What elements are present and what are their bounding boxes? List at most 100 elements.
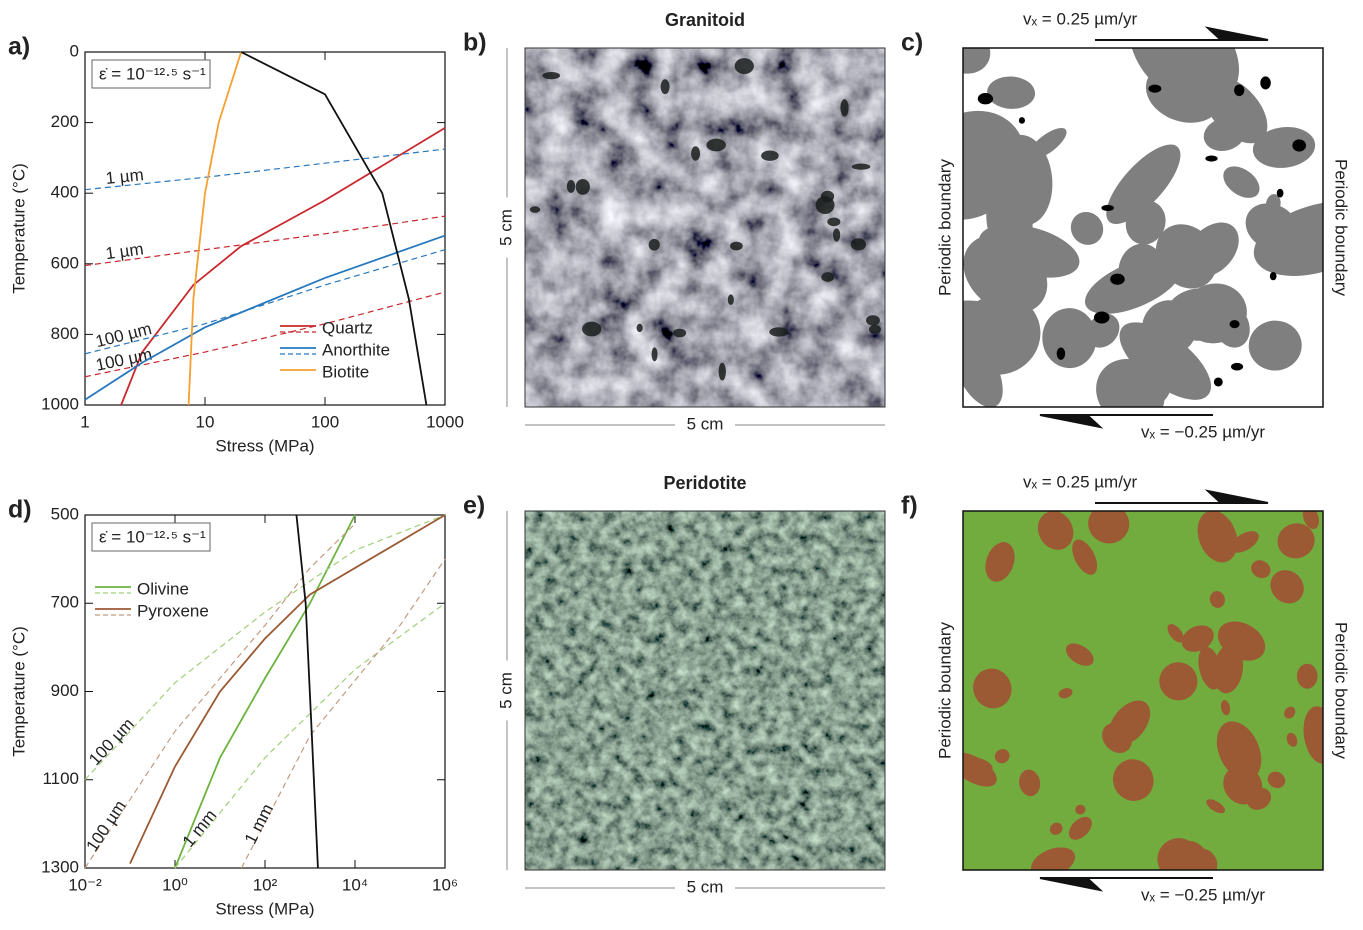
velocity-label: vₓ = −0.25 µm/yr	[1141, 422, 1265, 441]
annotation: ε̇ = 10⁻¹²·⁵ s⁻¹	[99, 64, 206, 83]
mineral-grain	[649, 239, 660, 251]
phase-blob	[978, 93, 993, 104]
panel-letter: a)	[8, 33, 30, 61]
phase-blob	[1057, 347, 1065, 359]
x-tick-label: 10⁻²	[68, 875, 102, 894]
legend-label: Quartz	[322, 318, 373, 337]
phase-blob	[1277, 189, 1284, 198]
legend-label: Biotite	[322, 362, 369, 381]
y-tick-label: 600	[51, 253, 79, 272]
y-tick-label: 500	[51, 504, 79, 523]
model-domain	[963, 511, 1323, 870]
x-tick-label: 10⁴	[342, 875, 368, 894]
panel: e) Peridotite 5 cm 5 cm	[463, 473, 885, 898]
series-line	[130, 515, 445, 864]
y-tick-label: 1000	[41, 394, 79, 413]
phase-blob	[1260, 76, 1271, 89]
scale-label: 5 cm	[687, 414, 724, 433]
scale-label: 5 cm	[687, 877, 724, 896]
velocity-label: vₓ = 0.25 µm/yr	[1023, 472, 1137, 491]
boundary-label: Periodic boundary	[935, 621, 954, 759]
curve-label: 1 µm	[105, 165, 145, 188]
mineral-grain	[706, 139, 725, 152]
curve-label: 100 µm	[85, 714, 138, 769]
mineral-grain	[691, 146, 700, 161]
mineral-grain	[637, 324, 643, 332]
boundary-label: Periodic boundary	[1332, 622, 1351, 760]
mineral-grain	[576, 179, 590, 195]
mineral-grain	[816, 196, 835, 214]
series-line	[241, 559, 445, 868]
mineral-grain	[728, 294, 734, 305]
curve-label: 1 mm	[179, 806, 221, 851]
phase-blob	[1230, 320, 1240, 328]
x-axis-label: Stress (MPa)	[215, 436, 314, 455]
rock-photo	[525, 48, 885, 407]
y-tick-label: 1100	[42, 769, 79, 788]
phase-blob	[1234, 84, 1244, 96]
scale-label: 5 cm	[496, 209, 515, 246]
panel: c)vₓ = 0.25 µm/yrvₓ = −0.25 µm/yrPeriodi…	[891, 0, 1363, 441]
curve-label: 1 mm	[241, 801, 277, 847]
y-tick-label: 0	[70, 41, 79, 60]
series-line	[189, 52, 242, 405]
y-tick-label: 900	[51, 681, 79, 700]
mineral-grain	[827, 217, 840, 226]
mineral-grain	[833, 228, 840, 241]
series-line	[85, 236, 445, 400]
mineral-grain	[582, 322, 601, 337]
mineral-grain	[840, 99, 848, 117]
mineral-grain	[866, 315, 880, 325]
y-tick-label: 700	[51, 593, 79, 612]
y-tick-label: 1300	[41, 857, 79, 876]
mineral-grain	[852, 164, 871, 170]
y-tick-label: 400	[51, 183, 79, 202]
panel: b) Granitoid 5 cm 5 cm	[463, 10, 885, 435]
mineral-grain	[530, 206, 540, 213]
series-line	[121, 128, 445, 405]
figure: a)110100100002004006008001000Stress (MPa…	[0, 0, 1363, 925]
rock-photo	[525, 511, 885, 870]
scale-label: 5 cm	[496, 672, 515, 709]
phase-blob	[1270, 272, 1277, 280]
x-tick-label: 1	[80, 412, 89, 431]
annotation: ε̇ = 10⁻¹²·⁵ s⁻¹	[99, 527, 206, 546]
y-tick-label: 200	[51, 112, 79, 131]
series-line	[85, 515, 445, 780]
panel-title: Granitoid	[665, 10, 745, 30]
panel-letter: c)	[901, 29, 923, 57]
phase-blob	[1019, 117, 1025, 124]
legend-label: Pyroxene	[137, 601, 209, 620]
panel: f) vₓ = 0.25 µm/yr vₓ = −0.25 µm/yr Periodi…	[901, 472, 1351, 904]
line-chart: a)110100100002004006008001000Stress (MPa…	[8, 33, 464, 456]
velocity-label: vₓ = −0.25 µm/yr	[1141, 885, 1265, 904]
mineral-grain	[652, 347, 658, 361]
mineral-grain	[719, 363, 726, 381]
panel-letter: f)	[901, 492, 918, 520]
boundary-label: Periodic boundary	[935, 158, 954, 296]
mineral-grain	[542, 72, 560, 79]
panel-letter: d)	[8, 496, 32, 524]
phase-blob	[1231, 363, 1243, 371]
y-axis-label: Temperature (°C)	[9, 163, 28, 294]
series-line	[85, 524, 355, 868]
y-tick-label: 800	[51, 324, 79, 343]
mineral-grain	[821, 272, 834, 282]
y-axis-label: Temperature (°C)	[9, 626, 28, 757]
panel-letter: b)	[463, 29, 487, 57]
mineral-grain	[567, 180, 575, 193]
legend-label: Anorthite	[322, 340, 390, 359]
curve-label: 100 µm	[83, 797, 130, 855]
legend-label: Olivine	[137, 579, 189, 598]
mineral-grain	[735, 58, 754, 74]
phase-blob	[1101, 205, 1114, 211]
panel-letter: e)	[463, 492, 485, 520]
curve-label: 1 µm	[104, 239, 144, 263]
x-axis-label: Stress (MPa)	[215, 899, 314, 918]
series-line	[175, 603, 445, 868]
panel-title: Peridotite	[663, 473, 746, 493]
series-line	[296, 515, 317, 868]
shear-arrow	[1095, 28, 1268, 40]
x-tick-label: 100	[311, 412, 339, 431]
phase-blob	[1292, 139, 1306, 151]
